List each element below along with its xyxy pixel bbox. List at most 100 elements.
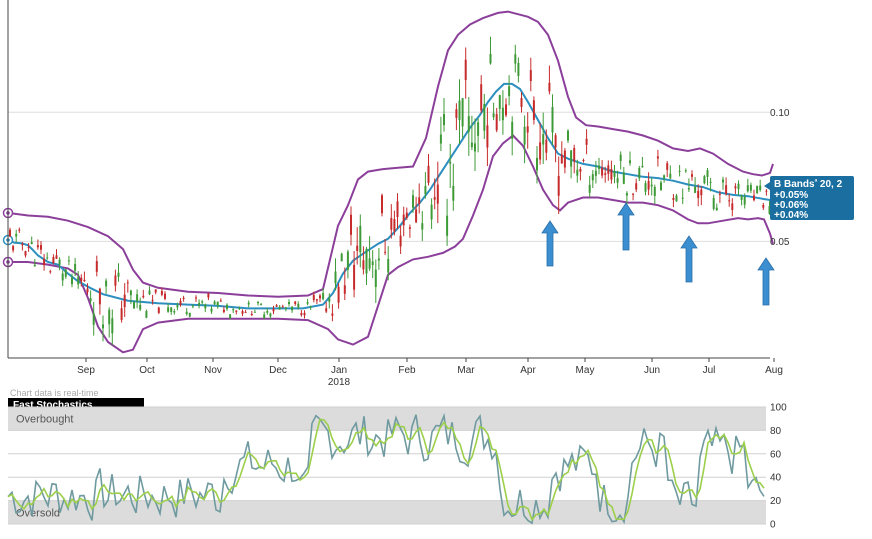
candle-body — [653, 186, 656, 196]
candle-body — [139, 304, 142, 310]
candle-body — [381, 195, 383, 214]
up-arrow — [680, 235, 698, 283]
candle-body — [709, 181, 712, 183]
x-year-label: 2018 — [328, 377, 351, 388]
candle-body — [167, 307, 170, 312]
candle-body — [598, 165, 600, 169]
candle-body — [675, 195, 678, 202]
candle-body — [77, 277, 80, 285]
candle-body — [142, 295, 145, 298]
candle-body — [697, 190, 700, 199]
x-tick-label: Oct — [139, 365, 155, 376]
candle-body — [421, 223, 424, 230]
candle-body — [768, 206, 771, 214]
candle-body — [765, 190, 768, 192]
stochastics-title: Fast Stochastics — [13, 400, 93, 411]
candle-body — [9, 229, 11, 237]
candle-body — [346, 251, 349, 270]
candle-body — [250, 313, 253, 315]
candle-body — [253, 311, 256, 313]
stoch-k-line — [7, 412, 765, 525]
candle-body — [461, 98, 464, 127]
candle-body — [644, 183, 647, 192]
candle-body — [36, 245, 39, 248]
candle-body — [83, 279, 86, 282]
candle-body — [483, 103, 486, 131]
candle-body — [312, 295, 315, 300]
candle-body — [219, 300, 222, 302]
candle-body — [306, 302, 309, 304]
stoch-tick-label: 60 — [770, 449, 782, 460]
candle-body — [439, 134, 442, 144]
x-tick-label: Apr — [520, 365, 536, 376]
candle-body — [362, 260, 365, 270]
candle-body — [443, 114, 445, 126]
candle-body — [315, 299, 318, 301]
candle-body — [563, 150, 566, 168]
candle-body — [173, 311, 176, 313]
candle-body — [585, 138, 588, 145]
legend-value: +0.04% — [774, 210, 808, 221]
candle-body — [436, 184, 439, 204]
candle-body — [523, 126, 526, 145]
candle-body — [660, 182, 662, 191]
candle-body — [33, 264, 36, 267]
candle-body — [89, 298, 92, 302]
candle-body — [384, 251, 387, 253]
candle-body — [418, 197, 421, 204]
annotation-arrows — [541, 202, 775, 306]
candle-body — [238, 308, 241, 310]
candle-body — [412, 195, 414, 208]
candle-body — [498, 95, 501, 109]
candle-body — [95, 261, 98, 272]
candle-body — [80, 277, 83, 281]
stoch-tick-label: 20 — [770, 496, 782, 507]
candle-body — [446, 215, 449, 236]
candle-body — [415, 209, 418, 223]
candle-body — [691, 174, 693, 177]
candle-body — [629, 160, 631, 164]
candle-body — [232, 309, 235, 311]
candle-body — [269, 313, 272, 317]
x-tick-label: Jul — [703, 365, 716, 376]
candle-body — [213, 301, 216, 305]
candle-body — [58, 259, 61, 265]
candle-body — [474, 143, 476, 152]
candle-body — [300, 313, 303, 316]
candle-body — [433, 197, 436, 200]
candle-body — [759, 185, 762, 191]
candle-body — [210, 308, 213, 312]
candle-body — [678, 170, 681, 172]
candle-body — [477, 122, 480, 136]
candle-body — [501, 107, 504, 121]
candle-body — [722, 179, 724, 183]
stoch-tick-label: 80 — [770, 426, 782, 437]
candle-body — [105, 280, 108, 287]
main-grid — [8, 111, 770, 242]
candle-body — [396, 201, 399, 218]
candle-body — [365, 248, 368, 274]
candle-body — [625, 192, 628, 196]
candle-body — [464, 59, 467, 80]
candle-body — [694, 186, 697, 193]
candle-body — [753, 195, 755, 201]
candle-body — [229, 314, 232, 319]
candle-body — [188, 312, 191, 317]
candle-body — [749, 184, 752, 191]
candle-body — [40, 245, 42, 250]
candle-body — [619, 154, 622, 161]
candle-body — [467, 116, 470, 132]
legend-value: +0.05% — [774, 190, 808, 201]
candle-body — [520, 98, 523, 107]
candle-body — [408, 227, 411, 229]
candle-body — [343, 285, 346, 294]
candle-body — [638, 167, 641, 179]
candle-body — [548, 82, 551, 92]
candle-body — [281, 306, 284, 308]
candle-body — [582, 160, 585, 162]
candle-body — [371, 261, 374, 266]
x-tick-label: Nov — [204, 365, 222, 376]
candle-body — [731, 203, 734, 210]
candle-body — [170, 307, 173, 312]
candle-body — [356, 245, 359, 251]
